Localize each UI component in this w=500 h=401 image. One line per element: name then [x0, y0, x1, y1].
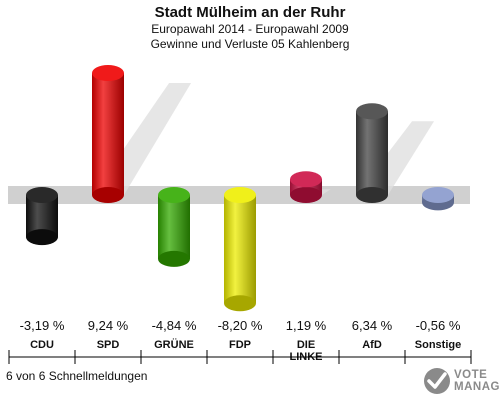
bar-body-5: [356, 111, 388, 195]
bar-bottom-cap-5: [356, 187, 388, 203]
checkmark-icon: [424, 368, 450, 394]
bar-top-cap-2: [158, 187, 190, 203]
category-label-2: GRÜNE: [154, 338, 194, 351]
value-label-1: 9,24 %: [88, 318, 129, 333]
chart-subtitle-1: Europawahl 2014 - Europawahl 2009: [151, 22, 349, 36]
value-label-0: -3,19 %: [20, 318, 65, 333]
chart-subtitle-2: Gewinne und Verluste 05 Kahlenberg: [150, 37, 350, 51]
chart-title: Stadt Mülheim an der Ruhr: [154, 4, 346, 21]
chart-header: Stadt Mülheim an der Ruhr Europawahl 201…: [0, 4, 500, 52]
bar-0: [26, 187, 58, 246]
bar-1: [92, 65, 124, 203]
value-label-6: -0,56 %: [416, 318, 461, 333]
bar-top-cap-1: [92, 65, 124, 82]
brand-line-2: MANAGER: [454, 381, 500, 393]
bar-4: [290, 171, 322, 203]
category-label-1: SPD: [97, 339, 120, 351]
category-label-3: FDP: [229, 339, 251, 351]
brand-text: VOTE MANAGER: [454, 369, 500, 393]
value-label-4: 1,19 %: [286, 318, 327, 333]
bar-top-cap-6: [422, 187, 454, 203]
bars-layer: [26, 65, 454, 312]
bar-bottom-cap-0: [26, 229, 58, 246]
baseline-band-layer: [8, 83, 470, 204]
bar-2: [158, 187, 190, 267]
bar-6: [422, 187, 454, 211]
value-labels-layer: -3,19 % 9,24 % -4,84 % -8,20 % 1,19 % 6,34 % -…: [20, 318, 461, 333]
bar-top-cap-4: [290, 171, 322, 188]
status-text: 6 von 6 Schnellmeldungen: [6, 369, 148, 383]
value-label-2: -4,84 %: [152, 318, 197, 333]
category-label-5: AfD: [362, 339, 382, 351]
bar-body-2: [158, 195, 190, 259]
category-label-4-line-0: DIE: [297, 339, 315, 351]
value-label-3: -8,20 %: [218, 318, 263, 333]
bar-bottom-cap-2: [158, 250, 190, 267]
votemanager-logo: VOTE MANAGER: [422, 366, 500, 398]
bar-3: [224, 187, 256, 312]
category-label-6: Sonstige: [415, 339, 461, 351]
category-label-0: CDU: [30, 339, 54, 351]
bar-top-cap-0: [26, 187, 58, 203]
brand-line-1: VOTE: [454, 369, 488, 381]
bar-bottom-cap-3: [224, 295, 256, 312]
bar-top-cap-3: [224, 187, 256, 203]
bar-top-cap-5: [356, 103, 388, 120]
bar-body-1: [92, 73, 124, 195]
bar-body-3: [224, 195, 256, 304]
bar-bottom-cap-4: [290, 187, 322, 203]
bar-bottom-cap-1: [92, 187, 124, 203]
value-label-5: 6,34 %: [352, 318, 393, 333]
bar-5: [356, 103, 388, 203]
